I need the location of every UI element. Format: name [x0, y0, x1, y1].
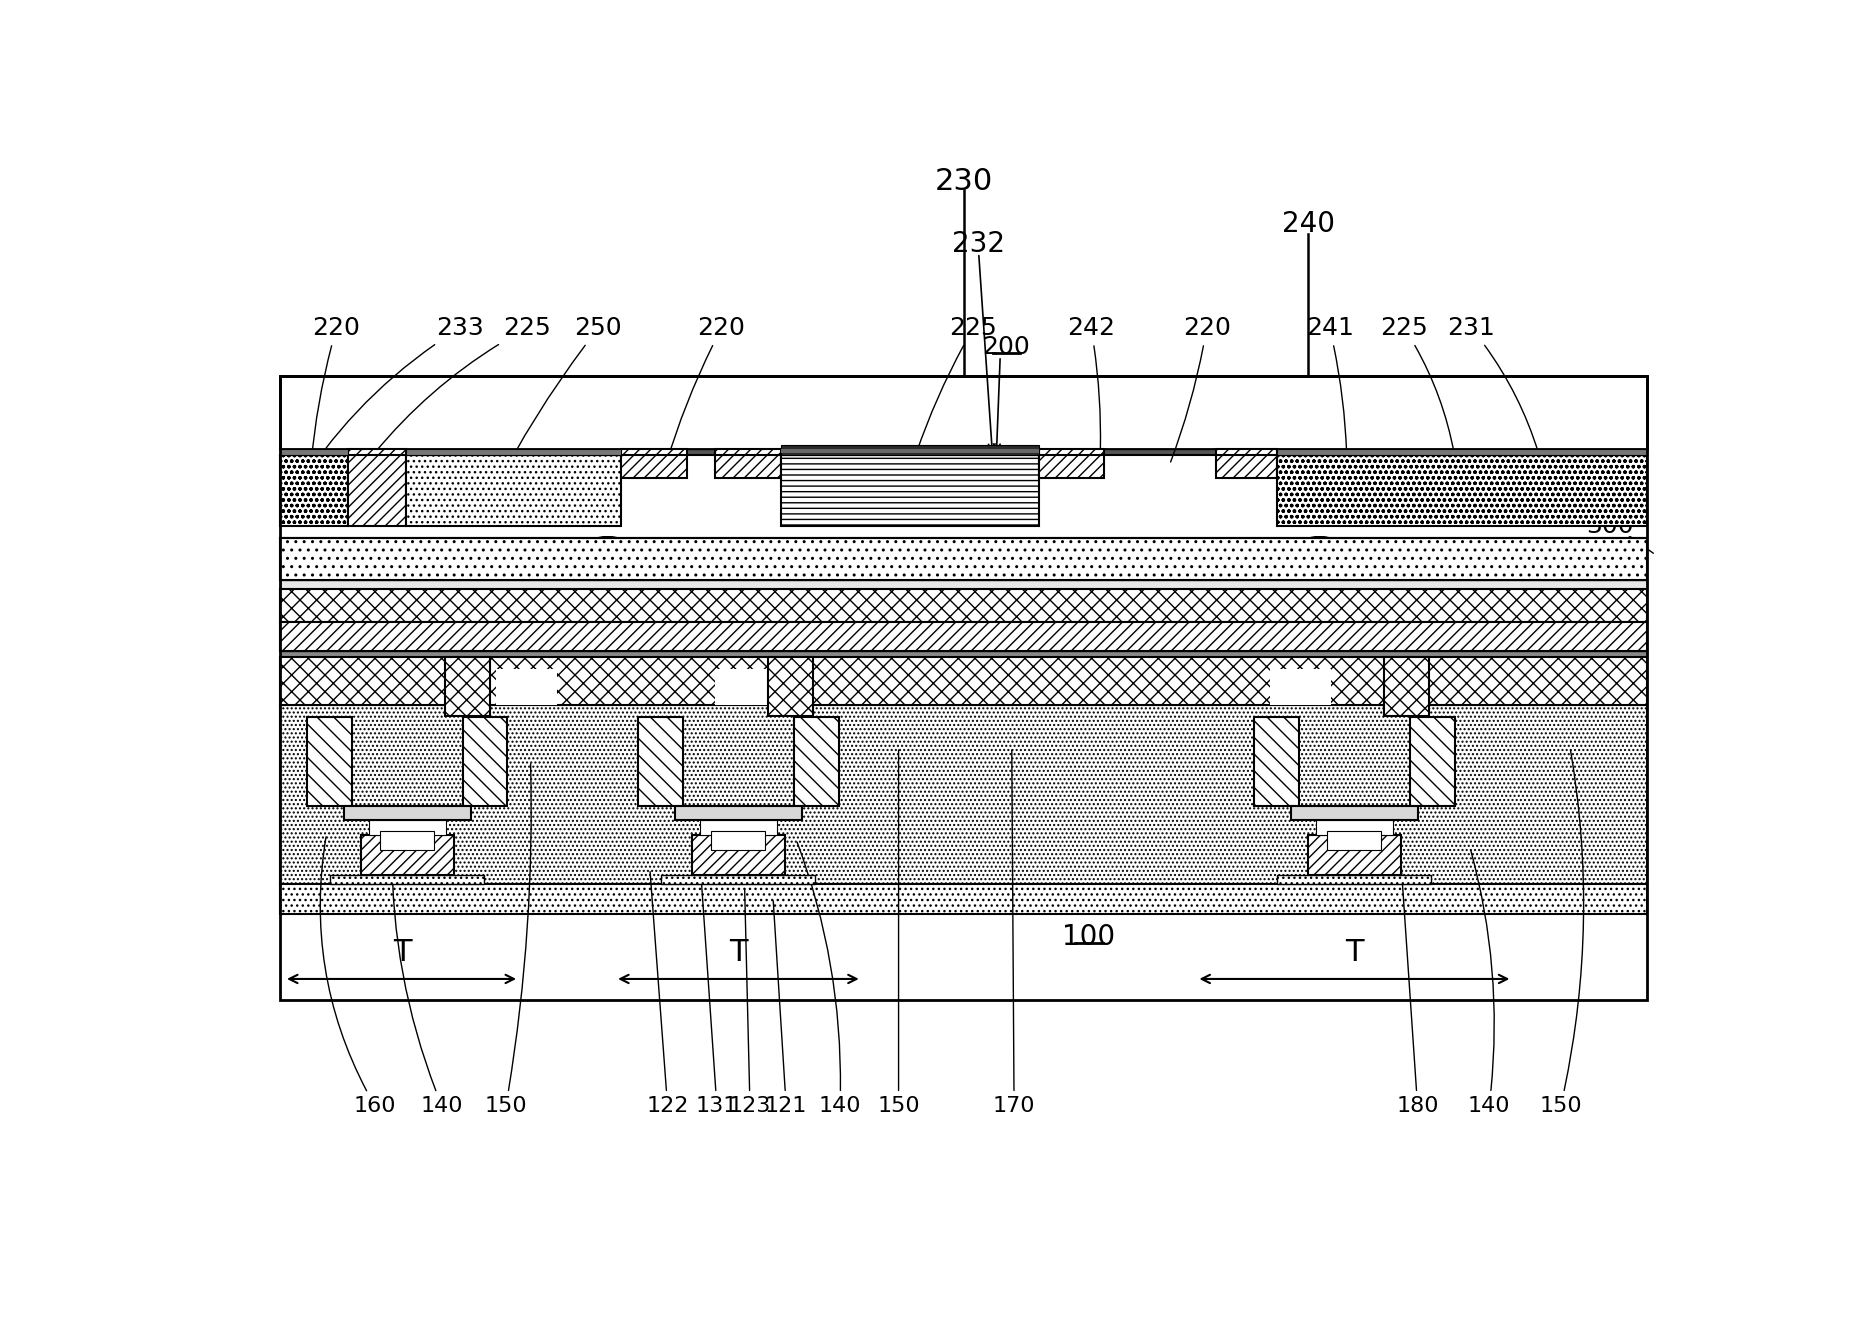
Bar — [1278, 874, 1431, 884]
Bar — [343, 806, 472, 820]
Bar — [715, 668, 776, 705]
Text: 220: 220 — [1170, 317, 1230, 463]
Bar — [280, 449, 1648, 456]
Bar — [780, 449, 1039, 453]
Bar — [621, 449, 687, 479]
Text: 232: 232 — [952, 230, 1006, 258]
Bar — [280, 456, 349, 527]
Text: 241: 241 — [1306, 317, 1353, 453]
Text: 121: 121 — [765, 901, 808, 1116]
Text: 150: 150 — [1539, 750, 1584, 1116]
Bar — [349, 449, 405, 527]
Bar — [369, 820, 446, 836]
Bar — [381, 832, 435, 850]
Text: 160: 160 — [321, 837, 396, 1116]
Bar — [793, 717, 838, 806]
Bar — [463, 717, 508, 806]
Bar — [675, 806, 802, 820]
Bar — [405, 456, 621, 527]
Bar — [280, 656, 1648, 705]
Bar — [1327, 832, 1381, 850]
Text: 200: 200 — [983, 334, 1030, 358]
Bar — [1411, 717, 1454, 806]
Bar — [638, 717, 683, 806]
Text: 300: 300 — [1586, 515, 1635, 539]
Text: 131: 131 — [696, 862, 739, 1116]
Bar — [700, 820, 776, 836]
Text: 123: 123 — [730, 889, 771, 1116]
Bar — [362, 836, 453, 874]
Text: 220: 220 — [312, 317, 360, 461]
Text: 140: 140 — [392, 853, 463, 1116]
Text: 225: 225 — [1381, 317, 1454, 453]
Text: 225: 225 — [916, 317, 996, 453]
Bar — [780, 456, 1039, 527]
Text: 100: 100 — [1062, 923, 1116, 951]
Text: 231: 231 — [1448, 317, 1538, 453]
Bar — [1039, 449, 1105, 479]
Bar — [1254, 717, 1299, 806]
Bar — [308, 717, 353, 806]
Text: 233: 233 — [295, 317, 483, 493]
Bar — [1316, 820, 1392, 836]
Bar — [330, 874, 485, 884]
Text: 225: 225 — [375, 317, 550, 453]
Bar — [661, 874, 815, 884]
Bar — [769, 656, 814, 717]
Bar — [1278, 456, 1648, 527]
Bar — [446, 656, 489, 717]
Bar — [1308, 836, 1401, 874]
Text: 140: 140 — [797, 842, 862, 1116]
Text: T: T — [392, 937, 411, 967]
Text: 140: 140 — [1469, 850, 1510, 1116]
Text: 150: 150 — [877, 750, 920, 1116]
Bar — [496, 668, 558, 705]
Text: T: T — [730, 937, 748, 967]
Bar — [1269, 668, 1330, 705]
Text: 250: 250 — [493, 317, 621, 493]
Bar — [692, 836, 784, 874]
Text: 170: 170 — [993, 750, 1036, 1116]
Bar — [1385, 656, 1429, 717]
Text: 220: 220 — [666, 317, 745, 464]
Bar — [280, 456, 1648, 536]
Text: 150: 150 — [485, 763, 532, 1116]
Text: 230: 230 — [935, 167, 993, 197]
Bar — [1217, 449, 1278, 479]
Bar — [711, 832, 765, 850]
Bar — [280, 537, 1648, 580]
Text: 180: 180 — [1396, 837, 1439, 1116]
Text: T: T — [1345, 937, 1364, 967]
Bar — [280, 580, 1648, 590]
Text: 122: 122 — [646, 872, 689, 1116]
Text: 240: 240 — [1282, 210, 1334, 238]
Bar — [280, 622, 1648, 651]
Bar — [1291, 806, 1418, 820]
Bar — [780, 445, 1039, 456]
Bar — [280, 449, 349, 456]
Bar — [1278, 449, 1648, 456]
Bar — [715, 449, 780, 479]
Text: 242: 242 — [1067, 317, 1116, 449]
Bar — [280, 884, 1648, 913]
Bar — [280, 651, 1648, 656]
Bar — [280, 590, 1648, 622]
Bar — [280, 376, 1648, 449]
Bar — [280, 376, 1648, 1000]
Bar — [405, 449, 621, 456]
Bar — [280, 705, 1648, 884]
